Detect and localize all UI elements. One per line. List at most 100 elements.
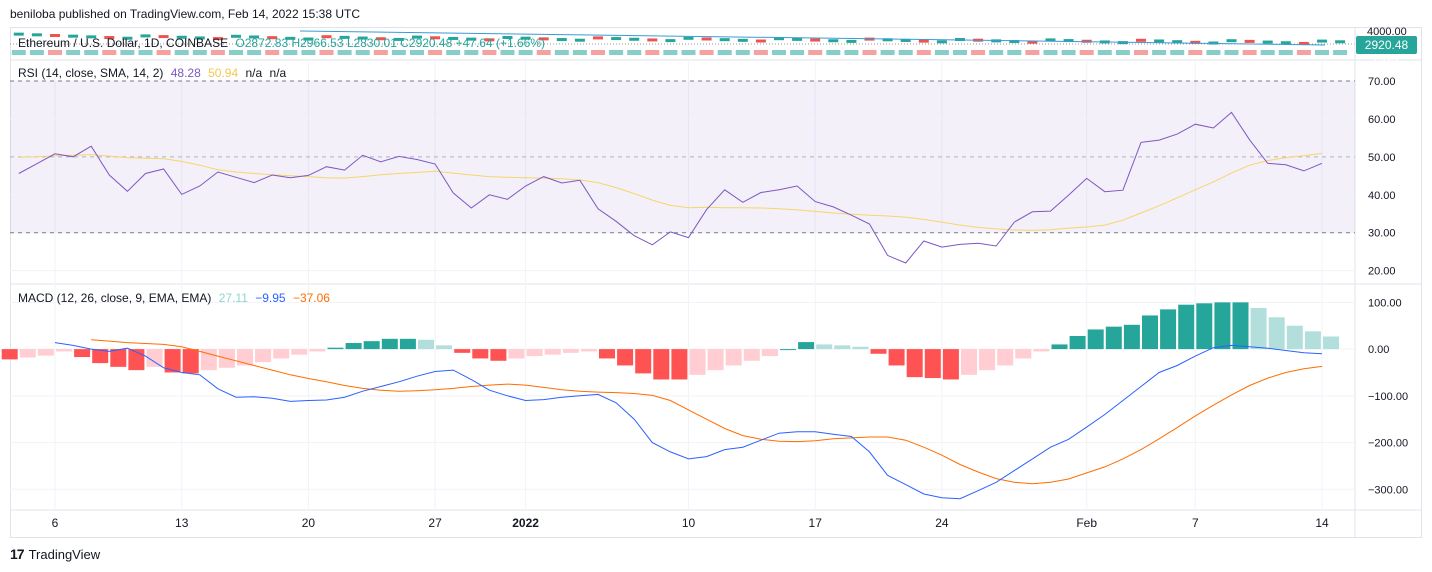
x-tick-label: Feb: [1076, 516, 1097, 530]
volume-bar: [1224, 50, 1239, 55]
volume-bar: [283, 50, 298, 55]
candle-body: [158, 35, 169, 39]
volume-bar: [753, 50, 768, 55]
candle-body: [303, 37, 314, 41]
candle-body: [1009, 40, 1020, 44]
candle-body: [375, 37, 386, 41]
candle-body: [538, 37, 549, 41]
macd-histogram-bar: [1087, 329, 1104, 350]
macd-histogram-bar: [562, 349, 579, 353]
volume-bar: [826, 50, 841, 55]
macd-histogram-bar: [888, 349, 905, 366]
macd-histogram-bar: [1105, 326, 1122, 350]
macd-legend-value: −9.95: [255, 291, 286, 305]
macd-y-tick-label: 100.00: [1368, 297, 1402, 309]
rsi-legend-value: 48.28: [170, 66, 201, 80]
candle-body: [321, 35, 332, 39]
macd-histogram-bar: [1015, 349, 1032, 359]
candle-body: [593, 36, 603, 40]
candle-body: [556, 38, 567, 42]
volume-bar: [790, 50, 805, 55]
macd-y-tick-label: −200.00: [1368, 438, 1408, 450]
candle-body: [574, 38, 585, 42]
volume-bar: [1097, 50, 1112, 55]
x-tick-label: 13: [175, 516, 189, 530]
macd-histogram-bar: [725, 349, 742, 366]
macd-histogram-bar: [92, 349, 109, 364]
candle-body: [629, 37, 640, 41]
tradingview-logo-icon: 17: [10, 546, 25, 562]
volume-bar: [428, 50, 443, 55]
candle-body: [122, 36, 133, 40]
volume-bar: [1206, 50, 1221, 55]
macd-y-tick-label: −300.00: [1368, 484, 1408, 496]
price-legend: Ethereum / U.S. Dollar, 1D, COINBASE O28…: [18, 36, 549, 50]
rsi-line: [18, 111, 1323, 264]
volume-bar: [717, 50, 732, 55]
volume-bar: [862, 50, 877, 55]
volume-bar: [609, 50, 624, 55]
volume-bar: [1315, 50, 1329, 55]
volume-bar: [482, 50, 497, 55]
candle-body: [31, 33, 42, 37]
macd-histogram-bar: [707, 349, 724, 371]
macd-legend-name: MACD (12, 26, close, 9, EMA, EMA): [18, 291, 212, 305]
x-tick-label: 2022: [512, 516, 539, 530]
volume-bar: [735, 50, 750, 55]
candle-body: [1317, 39, 1327, 43]
macd-histogram-bar: [327, 347, 344, 350]
macd-histogram-bar: [1250, 307, 1267, 350]
volume-bar: [808, 50, 823, 55]
rsi-y-tick-label: 40.00: [1368, 190, 1396, 202]
rsi-sma-line: [18, 152, 1323, 231]
macd-histogram-bar: [237, 349, 253, 366]
candle-body: [701, 37, 712, 41]
macd-histogram-bar: [816, 344, 833, 350]
volume-bar: [1152, 50, 1167, 55]
volume-bar: [1296, 50, 1311, 55]
macd-signal-legend-value: −37.06: [292, 291, 330, 305]
volume-bar: [1242, 50, 1257, 55]
volume-bar: [265, 50, 280, 55]
macd-histogram-bar: [961, 349, 977, 375]
badge-value: 2920.48: [1364, 38, 1409, 52]
volume-bar: [337, 50, 352, 55]
candle-body: [774, 37, 784, 41]
candle-body: [86, 35, 97, 39]
x-tick-label: 7: [1192, 516, 1199, 530]
volume-bar: [572, 50, 587, 55]
macd-histogram-bar: [852, 346, 869, 350]
volume-bar: [500, 50, 515, 55]
currency-badge[interactable]: 2920.48 USD: [1356, 36, 1417, 70]
macd-histogram-bar: [689, 349, 706, 375]
candle-body: [737, 38, 748, 42]
volume-bar: [1025, 50, 1040, 55]
volume-bar: [66, 50, 81, 55]
macd-histogram-bar: [363, 341, 380, 350]
volume-bar: [880, 50, 895, 55]
ohlc-values: O2872.83 H2966.53 L2830.01 C2920.48 +47.…: [235, 36, 546, 50]
candle-body: [846, 39, 857, 43]
macd-histogram-bar: [1123, 324, 1140, 350]
candle-body: [1262, 40, 1273, 44]
volume-bar: [120, 50, 135, 55]
candle-body: [955, 38, 965, 41]
candle-body: [755, 39, 766, 43]
tradingview-footer[interactable]: 17 TradingView: [10, 546, 100, 562]
candle-body: [212, 37, 223, 41]
rsi-y-tick-label: 30.00: [1368, 228, 1396, 240]
volume-bar: [1061, 50, 1076, 55]
macd-hist-legend-value: 27.11: [218, 291, 248, 305]
x-tick-label: 14: [1315, 516, 1329, 530]
candle-body: [484, 38, 495, 42]
macd-histogram-bar: [1160, 309, 1177, 350]
volume-bar: [1278, 50, 1293, 55]
macd-histogram-bar: [182, 349, 199, 374]
candle-body: [647, 38, 658, 42]
candle-body: [1280, 41, 1291, 45]
macd-histogram-bar: [472, 349, 489, 359]
volume-bar: [29, 50, 44, 55]
macd-histogram-bar: [780, 349, 796, 351]
macd-histogram-bar: [544, 349, 561, 355]
